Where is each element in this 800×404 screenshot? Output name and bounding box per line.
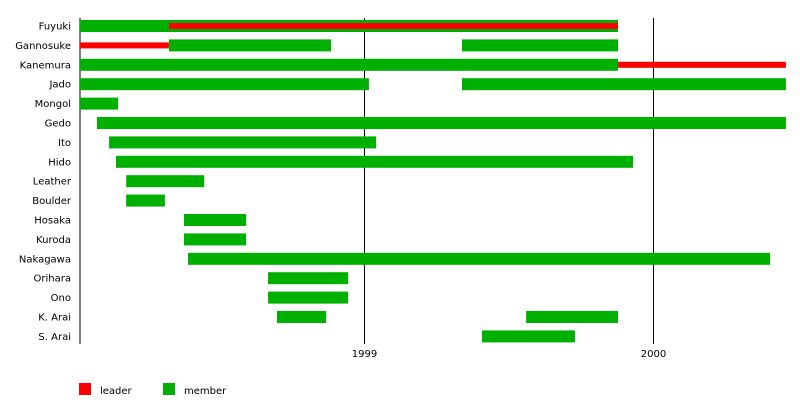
bar-member [96,117,786,129]
bar-member [268,291,349,304]
row-label: Ito [58,138,71,149]
row-label: Leather [33,177,72,188]
row-label: Fuyuki [39,22,71,33]
legend: leader member [79,383,227,397]
bar-member [481,330,575,343]
bar-member [168,39,332,52]
row-label: Nakagawa [19,254,71,265]
bar-member [187,252,771,265]
row-label: Mongol [35,99,71,110]
bar-member [183,214,247,226]
row-label: Orihara [34,274,71,285]
legend-label-leader: leader [100,386,133,397]
row-label: Jado [48,80,71,91]
x-axis-ticks: 1999 2000 [352,349,666,360]
row-label: Kanemura [20,60,71,71]
bar-member [80,58,619,71]
bar-member [277,311,327,323]
row-label: Hido [48,157,71,168]
row-label: Boulder [32,196,72,207]
bar-leader [168,23,619,29]
bar-member [183,233,247,246]
bar-member [80,78,369,91]
row-label: Kuroda [36,235,71,246]
x-tick-label: 1999 [352,349,377,360]
bar-member [461,78,786,91]
legend-label-member: member [184,386,227,397]
bar-member [526,311,619,323]
row-label: Gannosuke [15,41,71,52]
membership-bars [80,20,786,343]
row-label: Gedo [45,119,71,130]
bar-leader [618,61,786,68]
x-tick-label: 2000 [641,349,666,360]
bar-member [126,175,205,188]
bar-member [116,155,634,168]
row-label: Ono [51,293,71,304]
row-label: Hosaka [34,216,71,227]
bar-member [109,136,377,149]
row-label: S. Arai [38,332,71,343]
year-gridlines [79,18,654,344]
bar-member [126,194,165,207]
bar-member [461,39,619,52]
bar-member [268,272,349,285]
legend-swatch-member [163,383,175,395]
row-labels: Fuyuki Gannosuke Kanemura Jado Mongol Gedo Ito… [15,22,72,343]
row-label: K. Arai [38,313,71,324]
bar-member [80,97,119,110]
legend-swatch-leader [79,383,91,395]
bar-leader [80,42,169,49]
